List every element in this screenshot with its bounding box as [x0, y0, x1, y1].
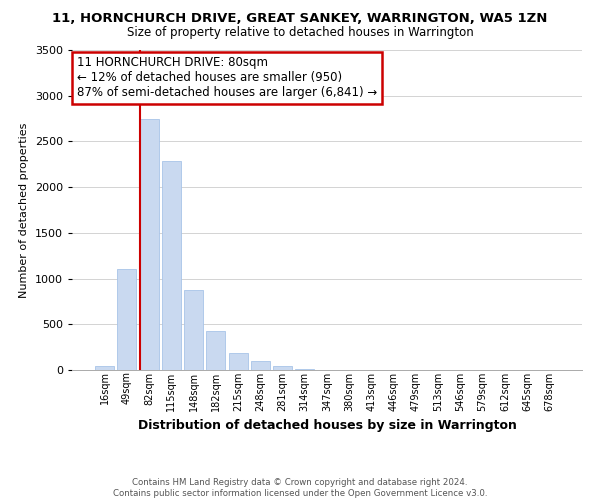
- Text: Size of property relative to detached houses in Warrington: Size of property relative to detached ho…: [127, 26, 473, 39]
- Text: 11, HORNCHURCH DRIVE, GREAT SANKEY, WARRINGTON, WA5 1ZN: 11, HORNCHURCH DRIVE, GREAT SANKEY, WARR…: [52, 12, 548, 26]
- Bar: [162, 160, 181, 370]
- Bar: [140, 120, 158, 370]
- Text: 11 HORNCHURCH DRIVE: 80sqm
← 12% of detached houses are smaller (950)
87% of sem: 11 HORNCHURCH DRIVE: 80sqm ← 12% of deta…: [77, 56, 377, 100]
- Bar: [251, 362, 270, 370]
- Y-axis label: Number of detached properties: Number of detached properties: [19, 122, 29, 298]
- Bar: [229, 353, 248, 370]
- Bar: [184, 290, 203, 370]
- Bar: [273, 366, 292, 370]
- X-axis label: Distribution of detached houses by size in Warrington: Distribution of detached houses by size …: [137, 419, 517, 432]
- Bar: [118, 268, 136, 370]
- Bar: [295, 368, 314, 370]
- Text: Contains HM Land Registry data © Crown copyright and database right 2024.
Contai: Contains HM Land Registry data © Crown c…: [113, 478, 487, 498]
- Bar: [95, 366, 114, 370]
- Bar: [206, 330, 225, 370]
